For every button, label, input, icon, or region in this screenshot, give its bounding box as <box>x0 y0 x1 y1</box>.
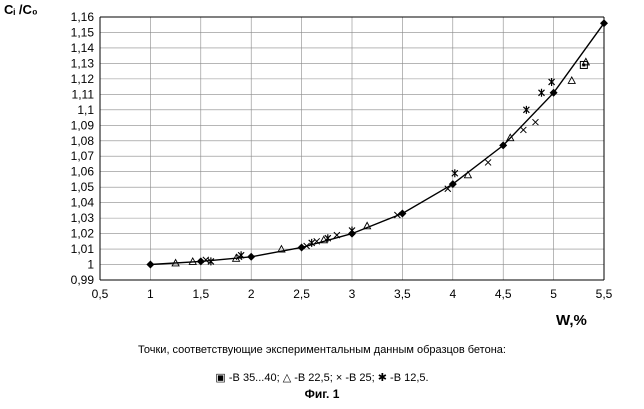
y-tick-label: 1,14 <box>71 41 95 55</box>
data-point-cross <box>532 118 539 126</box>
y-tick-label: 1,05 <box>71 180 95 194</box>
legend-asterisk-icon: ✱ <box>377 372 387 384</box>
fit-curve-point <box>247 252 256 261</box>
data-point-cross <box>520 126 527 134</box>
legend-item-b25: -B 25; <box>345 372 375 384</box>
data-point-asterisk <box>207 257 215 266</box>
data-point-asterisk <box>451 169 459 178</box>
data-point-asterisk <box>538 88 545 97</box>
data-point-triangle <box>319 235 329 244</box>
fit-curve-point <box>549 88 558 97</box>
x-tick-label: 2,5 <box>293 287 310 301</box>
data-point-asterisk <box>237 251 245 260</box>
figure-label: Фиг. 1 <box>304 387 340 401</box>
legend-item-b12: -B 12,5. <box>390 372 429 384</box>
data-point-triangle <box>188 256 197 265</box>
fit-curve-point <box>600 19 608 28</box>
data-point-cross <box>303 242 310 250</box>
y-tick-label: 1,01 <box>71 242 95 256</box>
data-point-asterisk <box>324 234 332 243</box>
x-tick-label: 5 <box>550 287 557 301</box>
y-tick-label: 1,04 <box>71 196 95 210</box>
y-axis-label: Cᵢ /C₀ <box>4 2 38 17</box>
x-tick-label: 5,5 <box>596 287 613 301</box>
x-tick-label: 1 <box>147 287 154 301</box>
fit-curve-point <box>297 243 306 252</box>
y-tick-label: 1,16 <box>71 10 95 24</box>
y-tick-label: 1,09 <box>71 118 95 132</box>
legend-triangle-icon: △ <box>282 372 292 384</box>
y-tick-label: 1,11 <box>72 87 95 101</box>
chart-plot: 0,9911,011,021,031,041,051,061,071,081,0… <box>71 10 613 301</box>
fit-curve-point <box>398 209 407 218</box>
y-tick-label: 0,99 <box>71 273 95 287</box>
y-tick-label: 1,12 <box>71 72 95 86</box>
x-tick-label: 2 <box>248 287 255 301</box>
x-tick-label: 0,5 <box>92 287 109 301</box>
y-tick-label: 1,1 <box>77 103 94 117</box>
legend-square-icon: ▣ <box>215 372 226 384</box>
x-axis-label: W,% <box>556 312 587 329</box>
y-tick-label: 1,07 <box>71 149 95 163</box>
legend-cross-icon: × <box>335 372 343 384</box>
data-point-triangle <box>463 170 473 179</box>
fit-curve-line <box>150 22 605 266</box>
caption-text: Точки, соответствующие экспериментальным… <box>138 344 506 356</box>
data-point-triangle <box>506 133 515 142</box>
y-tick-label: 1,06 <box>71 165 95 179</box>
legend-row: ▣ -B 35...40; △ -B 22,5; × -B 25; ✱ -B 1… <box>0 371 644 384</box>
legend-item-b22: -B 22,5; <box>294 372 333 384</box>
data-point-cross <box>394 211 401 219</box>
data-point-cross <box>313 237 321 245</box>
y-tick-label: 1,13 <box>71 56 95 70</box>
data-point-asterisk <box>522 105 530 114</box>
x-tick-label: 3 <box>349 287 356 301</box>
data-point-triangle <box>362 221 372 230</box>
data-point-asterisk <box>348 226 356 235</box>
x-tick-label: 1,5 <box>192 287 209 301</box>
data-point-asterisk <box>548 77 556 86</box>
fit-curve-point <box>146 260 155 269</box>
data-point-triangle <box>277 244 286 253</box>
fit-curve-point <box>196 257 205 266</box>
data-point-triangle <box>581 57 591 66</box>
data-point-triangle <box>171 258 180 267</box>
y-tick-label: 1 <box>87 258 94 272</box>
y-tick-label: 1,15 <box>71 25 95 39</box>
fit-curve-point <box>499 141 508 150</box>
data-point-cross <box>444 185 452 193</box>
y-tick-label: 1,08 <box>71 134 95 148</box>
data-point-cross <box>484 159 492 166</box>
legend-item-b35: -B 35...40; <box>228 372 280 384</box>
x-tick-label: 3,5 <box>394 287 411 301</box>
x-tick-label: 4,5 <box>495 287 512 301</box>
data-point-cross <box>202 256 210 264</box>
y-tick-label: 1,03 <box>71 211 95 225</box>
data-point-triangle <box>567 75 576 84</box>
data-point-asterisk <box>308 238 316 247</box>
x-tick-label: 4 <box>449 287 456 301</box>
y-tick-label: 1,02 <box>71 227 95 241</box>
data-point-cross <box>333 231 341 239</box>
